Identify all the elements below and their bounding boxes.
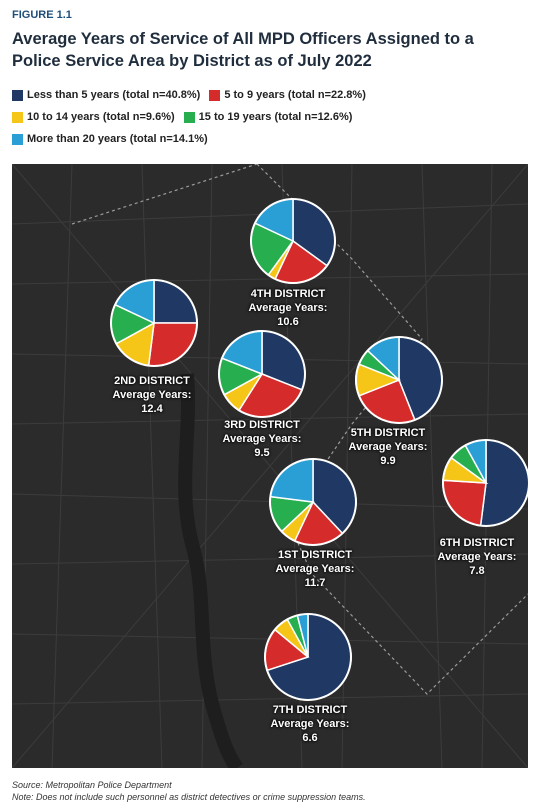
legend-item-more-than-20: More than 20 years (total n=14.1%)	[12, 133, 208, 145]
district-avg-label: Average Years:	[348, 441, 428, 453]
legend-label: 15 to 19 years (total n=12.6%)	[198, 111, 353, 123]
district-avg-value: 11.7	[304, 577, 326, 589]
pie-outline-d7	[264, 613, 352, 701]
district-avg-value: 12.4	[141, 403, 163, 415]
chart-title: Average Years of Service of All MPD Offi…	[12, 30, 474, 70]
legend-item-15-to-19: 15 to 19 years (total n=12.6%)	[183, 111, 353, 123]
district-name: 4TH DISTRICT	[250, 288, 326, 300]
pie-outline-d4	[250, 198, 336, 284]
district-map: 4TH DISTRICT Average Years: 10.6 2ND DIS…	[12, 164, 528, 768]
district-name: 3RD DISTRICT	[224, 419, 300, 431]
district-avg-value: 9.9	[380, 455, 396, 467]
legend-item-5-to-9: 5 to 9 years (total n=22.8%)	[209, 89, 366, 101]
district-label-2nd: 2ND DISTRICT Average Years: 12.4	[113, 374, 192, 416]
district-name: 2ND DISTRICT	[114, 375, 190, 387]
legend-label: 5 to 9 years (total n=22.8%)	[224, 89, 366, 101]
district-avg-label: Average Years:	[112, 389, 192, 401]
pie-outline-d5	[355, 336, 443, 424]
district-name: 1ST DISTRICT	[278, 549, 352, 561]
pie-outline-d1	[269, 458, 357, 546]
legend-item-10-to-14: 10 to 14 years (total n=9.6%)	[12, 111, 175, 123]
pie-outline-d2	[110, 279, 198, 367]
district-avg-value: 10.6	[277, 316, 299, 328]
district-avg-value: 6.6	[302, 732, 318, 744]
legend-label: More than 20 years (total n=14.1%)	[27, 133, 208, 145]
legend-swatch-yellow	[12, 111, 23, 123]
methodology-note: Note: Does not include such personnel as…	[12, 792, 366, 802]
figure-label: FIGURE 1.1	[12, 9, 72, 21]
legend-swatch-green	[183, 111, 195, 123]
district-label-4th: 4TH DISTRICT Average Years: 10.6	[249, 287, 328, 329]
pie-outline-d6	[442, 439, 528, 527]
district-label-7th: 7TH DISTRICT Average Years: 6.6	[271, 703, 350, 745]
district-avg-label: Average Years:	[270, 718, 350, 730]
pie-outline-d3	[218, 330, 306, 418]
legend-item-less-than-5: Less than 5 years (total n=40.8%)	[12, 89, 200, 101]
district-name: 7TH DISTRICT	[272, 704, 348, 716]
district-avg-value: 9.5	[254, 447, 270, 459]
district-name: 5TH DISTRICT	[350, 427, 426, 439]
legend-label: Less than 5 years (total n=40.8%)	[27, 89, 201, 101]
legend: Less than 5 years (total n=40.8%) 5 to 9…	[12, 84, 532, 150]
map-background	[12, 164, 528, 768]
district-label-1st: 1ST DISTRICT Average Years: 11.7	[276, 548, 355, 590]
legend-swatch-blue	[12, 133, 23, 145]
district-avg-label: Average Years:	[248, 302, 328, 314]
district-avg-label: Average Years:	[222, 433, 302, 445]
district-label-6th: 6TH DISTRICT Average Years: 7.8	[438, 536, 517, 578]
source-note: Source: Metropolitan Police Department	[12, 780, 172, 790]
district-label-3rd: 3RD DISTRICT Average Years: 9.5	[223, 418, 302, 460]
district-avg-label: Average Years:	[437, 551, 517, 563]
legend-label: 10 to 14 years (total n=9.6%)	[27, 111, 175, 123]
district-avg-value: 7.8	[469, 565, 485, 577]
district-name: 6TH DISTRICT	[439, 537, 515, 549]
district-label-5th: 5TH DISTRICT Average Years: 9.9	[349, 426, 428, 468]
footer: Source: Metropolitan Police Department N…	[12, 779, 366, 803]
legend-swatch-red	[209, 89, 221, 101]
legend-swatch-navy	[12, 89, 23, 101]
district-avg-label: Average Years:	[275, 563, 355, 575]
